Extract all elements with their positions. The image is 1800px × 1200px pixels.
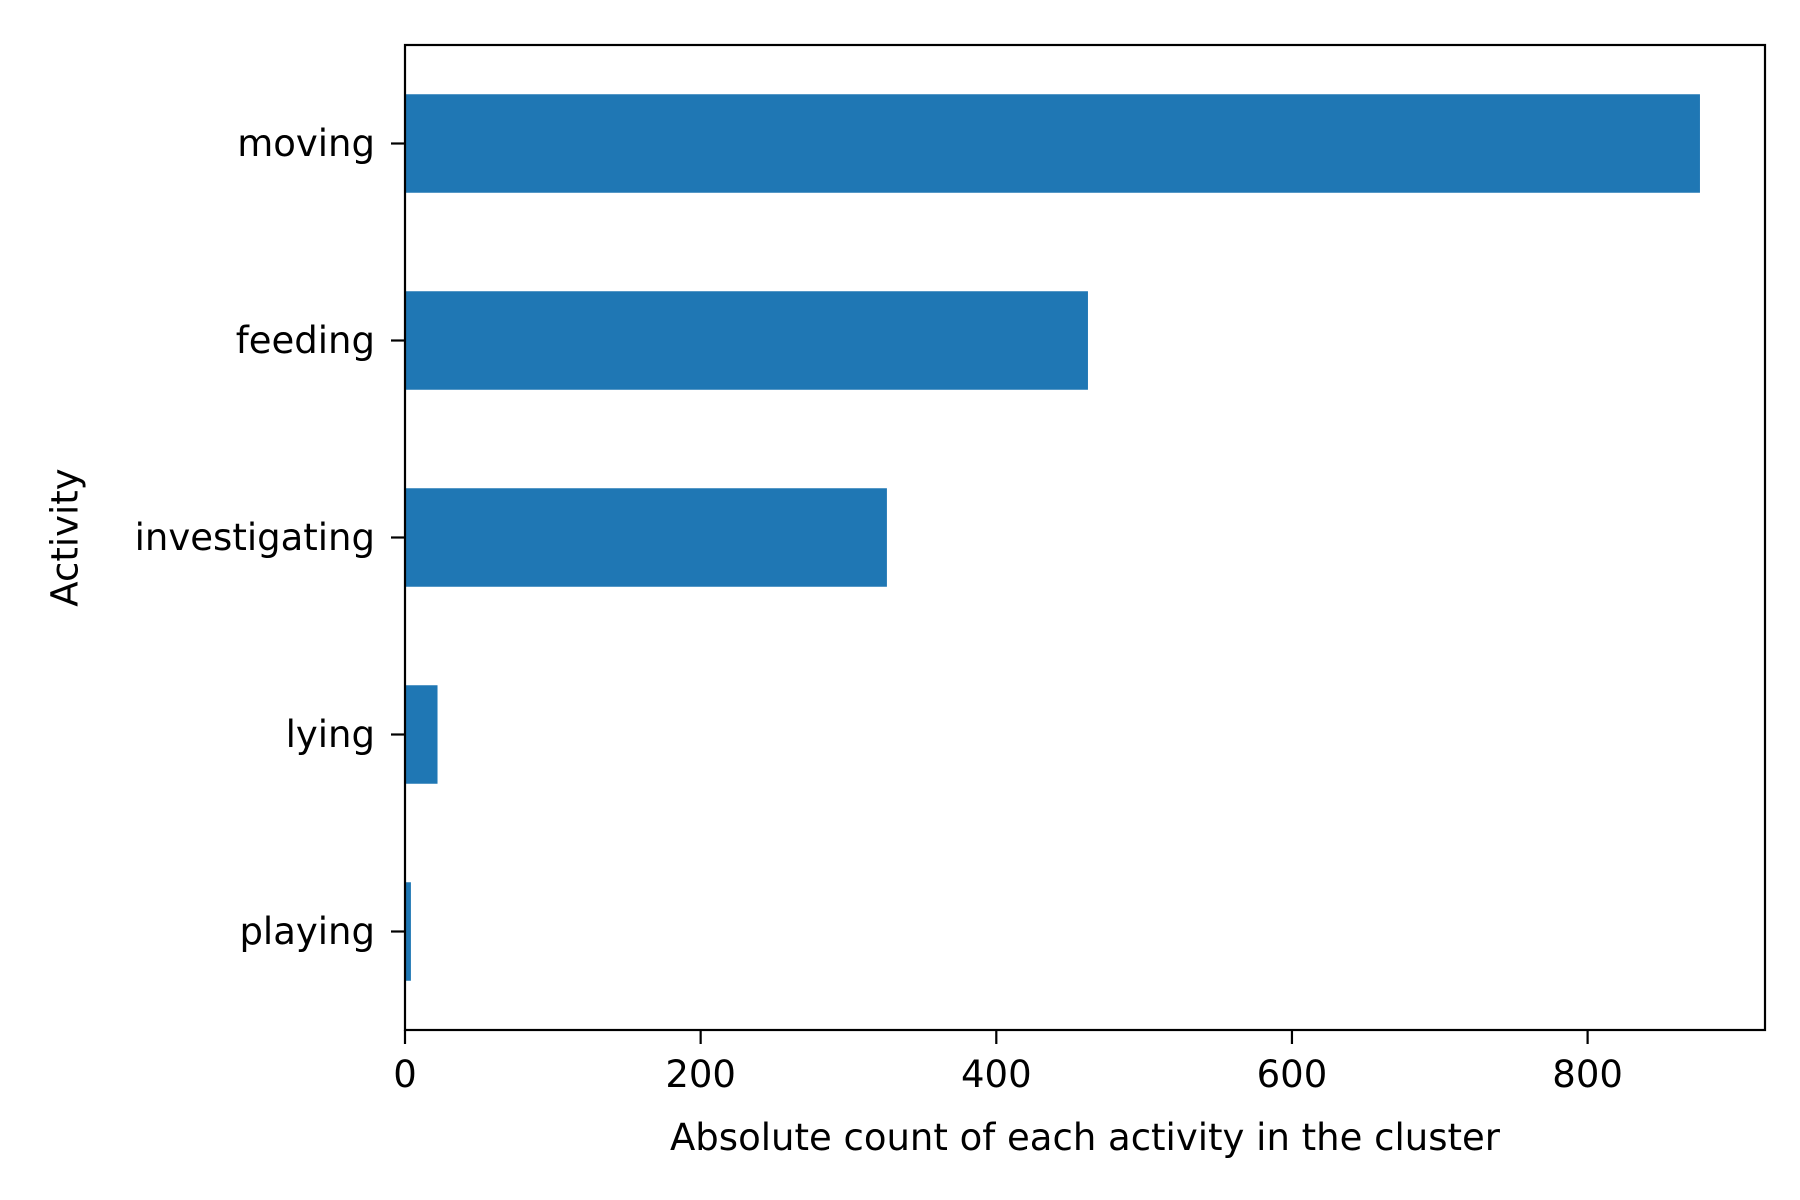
bar-playing (405, 882, 411, 981)
plot-frame (403, 43, 1767, 1032)
y-axis-label: Activity (44, 468, 87, 606)
bars-group (405, 94, 1700, 981)
bar-investigating (405, 488, 887, 587)
x-tick-label-600: 600 (1257, 1053, 1328, 1096)
x-tick-label-0: 0 (393, 1053, 417, 1096)
y-tick-label-feeding: feeding (236, 319, 375, 362)
y-tick-label-investigating: investigating (135, 516, 375, 559)
x-tick-label-200: 200 (665, 1053, 736, 1096)
x-tick-label-800: 800 (1552, 1053, 1623, 1096)
y-axis-ticks: moving feeding investigating lying playing (135, 122, 405, 953)
x-tick-label-400: 400 (961, 1053, 1032, 1096)
y-tick-label-moving: moving (237, 122, 375, 165)
y-tick-label-playing: playing (239, 910, 375, 953)
x-axis-label: Absolute count of each activity in the c… (670, 1116, 1501, 1159)
x-axis-ticks: 0 200 400 600 800 (393, 1030, 1623, 1096)
bar-moving (405, 94, 1700, 193)
bar-lying (405, 685, 438, 784)
bar-feeding (405, 291, 1088, 390)
y-tick-label-lying: lying (286, 713, 375, 756)
